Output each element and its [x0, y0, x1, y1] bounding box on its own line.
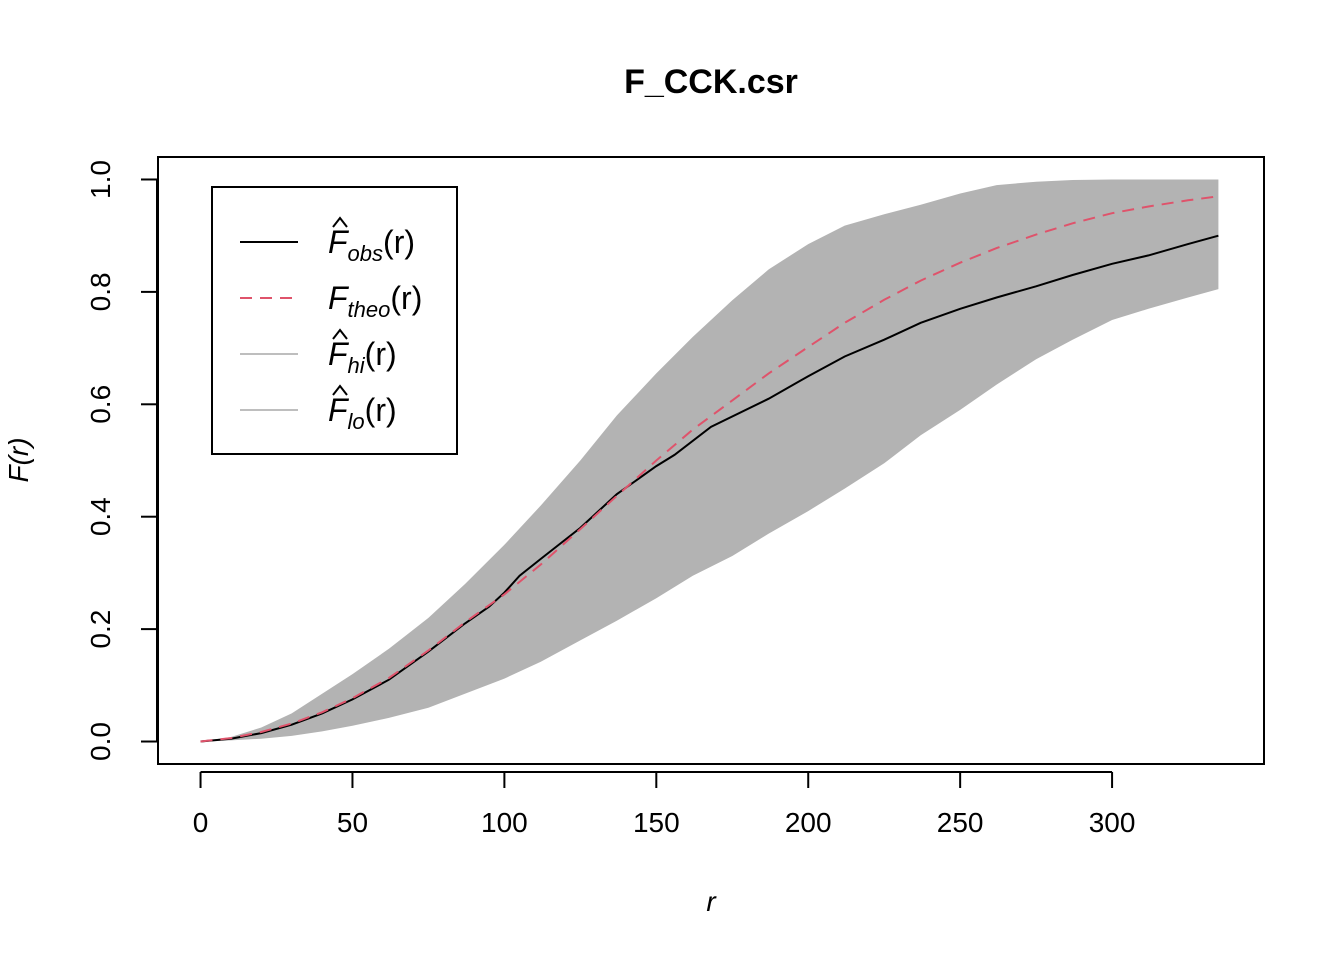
y-tick-label: 0.2 [85, 610, 116, 649]
x-tick-label: 100 [481, 807, 528, 838]
legend-label-obs: Fobs(r) [328, 224, 415, 266]
legend: Fobs(r) Ftheo(r) Fhi(r) Flo(r) [211, 186, 458, 455]
legend-entry-obs: Fobs(r) [240, 216, 415, 266]
hat-accent-icon [332, 216, 348, 228]
y-axis: 0.0 0.2 0.4 0.6 0.8 1.0 [85, 160, 158, 761]
hat-accent-icon [332, 384, 348, 396]
legend-entry-theo: Ftheo(r) [240, 280, 422, 322]
y-tick-label: 0.0 [85, 722, 116, 761]
chart-title: F_CCK.csr [624, 63, 798, 101]
legend-label-lo: Flo(r) [328, 392, 397, 434]
y-tick-label: 0.6 [85, 385, 116, 424]
y-tick-label: 0.8 [85, 272, 116, 311]
series-line-theo [200, 195, 1219, 743]
envelope-band [200, 179, 1219, 742]
envelope-layer [200, 179, 1219, 742]
y-tick-label: 0.4 [85, 497, 116, 536]
x-tick-label: 250 [937, 807, 984, 838]
y-tick-label: 1.0 [85, 160, 116, 199]
x-axis: 0 50 100 150 200 250 300 [193, 771, 1136, 838]
x-tick-label: 50 [337, 807, 368, 838]
legend-label-theo: Ftheo(r) [328, 280, 422, 322]
y-axis-label: F(r) [3, 437, 34, 482]
legend-label-hi: Fhi(r) [328, 336, 397, 378]
x-tick-label: 150 [633, 807, 680, 838]
x-tick-label: 300 [1089, 807, 1136, 838]
x-tick-label: 0 [193, 807, 209, 838]
x-axis-label: r [706, 886, 717, 917]
series-line-obs [200, 234, 1219, 743]
legend-entry-hi: Fhi(r) [240, 328, 397, 378]
hat-accent-icon [332, 328, 348, 340]
x-tick-label: 200 [785, 807, 832, 838]
series-layer [200, 195, 1219, 743]
legend-entry-lo: Flo(r) [240, 384, 397, 434]
